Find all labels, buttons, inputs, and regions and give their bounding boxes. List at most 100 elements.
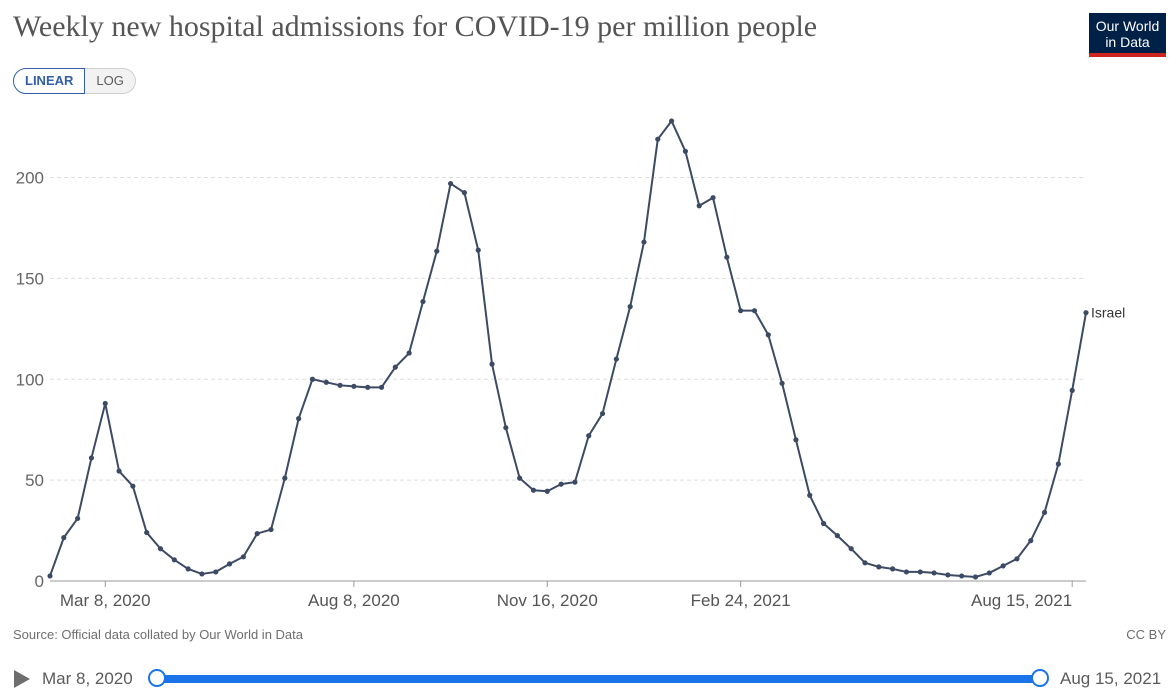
data-point[interactable] <box>461 190 467 196</box>
data-point[interactable] <box>116 468 122 474</box>
logo-line-1: Our World <box>1095 18 1160 34</box>
data-point[interactable] <box>475 247 481 253</box>
x-tick-label: Mar 8, 2020 <box>60 591 151 610</box>
data-point[interactable] <box>213 569 219 575</box>
data-point[interactable] <box>751 308 758 314</box>
data-point[interactable] <box>834 533 840 539</box>
data-point[interactable] <box>268 526 274 533</box>
data-point[interactable] <box>323 379 329 385</box>
data-point[interactable] <box>503 425 509 431</box>
data-point[interactable] <box>378 384 385 390</box>
data-point[interactable] <box>296 416 302 422</box>
data-point[interactable] <box>779 380 785 386</box>
y-tick-label: 50 <box>25 471 44 490</box>
data-point[interactable] <box>489 361 495 367</box>
chart-title: Weekly new hospital admissions for COVID… <box>13 10 818 43</box>
data-point[interactable] <box>945 572 951 578</box>
data-point[interactable] <box>199 571 205 577</box>
data-point[interactable] <box>157 546 164 552</box>
data-point[interactable] <box>586 433 592 439</box>
timeline-track[interactable] <box>157 675 1040 683</box>
play-icon[interactable] <box>14 670 30 688</box>
data-point[interactable] <box>365 384 371 390</box>
data-point[interactable] <box>1069 387 1075 393</box>
timeline-start-handle[interactable] <box>148 669 166 687</box>
logo-line-2: in Data <box>1105 34 1150 50</box>
data-point[interactable] <box>765 332 771 338</box>
data-point[interactable] <box>710 195 716 201</box>
x-tick-label: Nov 16, 2020 <box>497 591 598 610</box>
data-point[interactable] <box>1014 556 1020 562</box>
data-point[interactable] <box>724 254 730 260</box>
data-point[interactable] <box>862 560 868 566</box>
data-point[interactable] <box>61 535 67 541</box>
data-point[interactable] <box>931 570 937 576</box>
data-point[interactable] <box>738 308 744 314</box>
data-point[interactable] <box>986 570 992 576</box>
data-point[interactable] <box>420 298 426 305</box>
data-point[interactable] <box>47 573 53 579</box>
series-line-israel <box>49 120 1087 578</box>
data-point[interactable] <box>392 364 398 370</box>
timeline: Mar 8, 2020 Aug 15, 2021 <box>0 660 1176 694</box>
data-point[interactable] <box>517 475 523 481</box>
data-point[interactable] <box>144 529 150 536</box>
data-point[interactable] <box>599 410 606 417</box>
data-point[interactable] <box>337 382 343 388</box>
data-point[interactable] <box>820 520 827 527</box>
data-point[interactable] <box>959 573 965 579</box>
data-point[interactable] <box>226 561 233 567</box>
data-point[interactable] <box>613 356 619 362</box>
data-point[interactable] <box>890 566 896 572</box>
data-point[interactable] <box>240 554 246 560</box>
data-point[interactable] <box>558 481 564 487</box>
source-note: Source: Official data collated by Our Wo… <box>13 627 303 642</box>
series-label-israel: Israel <box>1091 305 1125 321</box>
data-point[interactable] <box>434 248 440 254</box>
y-tick-label: 0 <box>35 572 44 591</box>
data-point[interactable] <box>641 239 647 245</box>
x-tick-label: Feb 24, 2021 <box>691 591 791 610</box>
data-point[interactable] <box>530 487 537 493</box>
data-point[interactable] <box>1083 310 1089 316</box>
data-point[interactable] <box>88 455 95 461</box>
data-point[interactable] <box>807 492 813 498</box>
data-point[interactable] <box>1055 461 1061 467</box>
data-point[interactable] <box>309 376 316 382</box>
data-point[interactable] <box>171 557 177 563</box>
data-point[interactable] <box>102 400 108 407</box>
log-scale-button[interactable]: LOG <box>85 68 136 94</box>
data-point[interactable] <box>1028 538 1034 544</box>
data-point[interactable] <box>876 564 882 570</box>
data-point[interactable] <box>655 136 661 142</box>
data-point[interactable] <box>848 546 854 552</box>
data-point[interactable] <box>793 437 799 443</box>
owid-logo[interactable]: Our World in Data <box>1089 13 1166 57</box>
data-point[interactable] <box>903 569 910 575</box>
data-point[interactable] <box>544 488 550 494</box>
data-point[interactable] <box>75 515 81 522</box>
data-point[interactable] <box>669 118 675 124</box>
line-chart: 0 50 100 150 200 Mar 8, 2020 Aug 8, 2020 Nov 16… <box>16 118 1125 610</box>
data-point[interactable] <box>917 569 923 575</box>
data-point[interactable] <box>282 475 288 481</box>
linear-scale-button[interactable]: LINEAR <box>13 68 86 94</box>
data-point[interactable] <box>447 180 454 187</box>
data-point[interactable] <box>351 383 357 389</box>
data-point[interactable] <box>572 479 578 485</box>
data-point[interactable] <box>1000 563 1006 569</box>
data-point[interactable] <box>185 566 191 572</box>
data-point[interactable] <box>254 530 260 537</box>
timeline-end-handle[interactable] <box>1031 669 1049 687</box>
data-point[interactable] <box>682 148 689 154</box>
license-link[interactable]: CC BY <box>1126 627 1166 642</box>
x-tick-label: Aug 8, 2020 <box>308 591 400 610</box>
y-tick-label: 100 <box>16 370 44 389</box>
data-point[interactable] <box>130 483 136 489</box>
data-point[interactable] <box>972 574 979 580</box>
data-point[interactable] <box>1041 509 1048 516</box>
data-point[interactable] <box>696 203 702 209</box>
data-point[interactable] <box>627 304 633 310</box>
x-tick-label: Aug 15, 2021 <box>971 591 1072 610</box>
data-point[interactable] <box>406 350 412 356</box>
